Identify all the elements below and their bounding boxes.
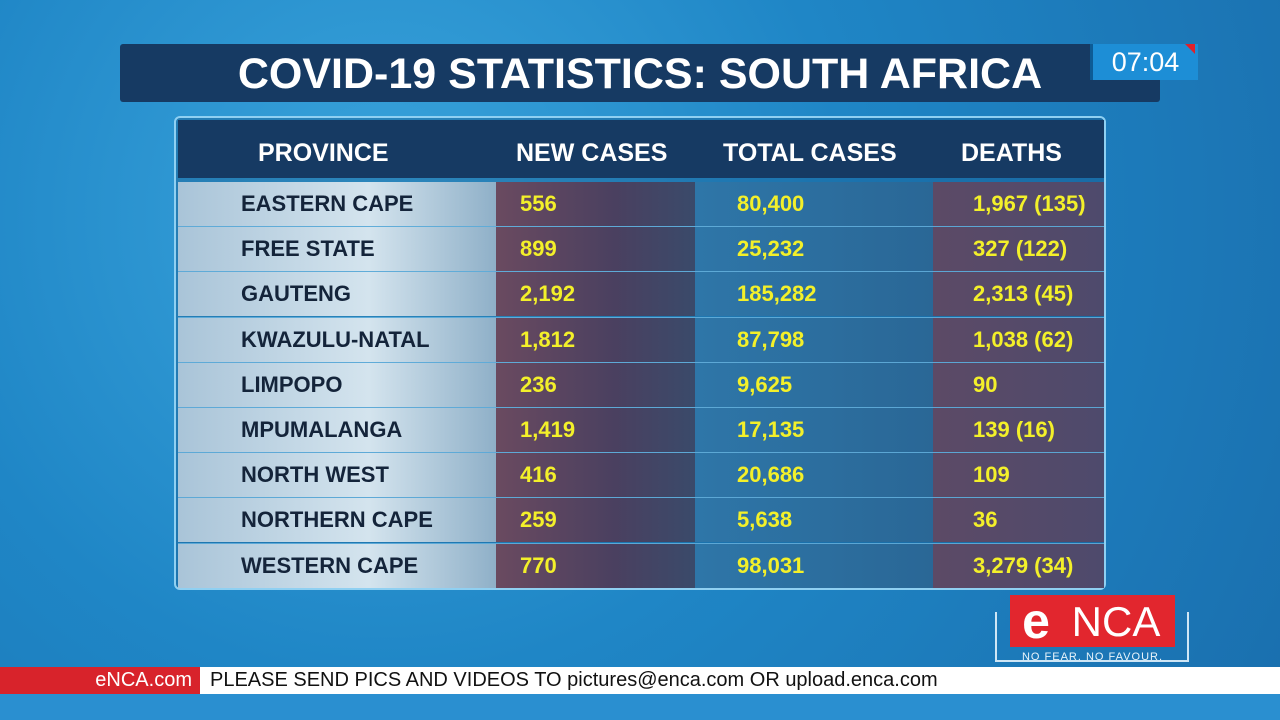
total-cases-cell: 5,638 [695,498,933,543]
deaths-cell: 2,313 (45) [933,272,1104,317]
clock-corner [1185,44,1195,54]
new-cases-cell: 2,192 [496,272,695,317]
column-header: PROVINCE [258,139,389,167]
header-row [178,120,1104,178]
column-header: TOTAL CASES [723,139,897,167]
total-cases-cell: 20,686 [695,453,933,498]
deaths-cell: 109 [933,453,1104,498]
province-cell: GAUTENG [178,272,496,317]
ticker-base [0,694,1280,720]
province-cell: FREE STATE [178,227,496,272]
row-separator [178,452,1104,454]
ticker [0,667,1280,694]
deaths-cell: 1,038 (62) [933,317,1104,362]
row-separator [178,316,1104,318]
new-cases-cell: 236 [496,362,695,407]
new-cases-cell: 259 [496,498,695,543]
total-cases-cell: 9,625 [695,362,933,407]
deaths-cell: 3,279 (34) [933,543,1104,588]
new-cases-cell: 899 [496,227,695,272]
deaths-cell: 36 [933,498,1104,543]
new-cases-cell: 1,812 [496,317,695,362]
total-cases-cell: 98,031 [695,543,933,588]
new-cases-cell: 556 [496,182,695,226]
deaths-cell: 139 (16) [933,408,1104,452]
logo-frame [995,612,1189,662]
total-cases-cell: 80,400 [695,182,933,226]
title-bar [120,44,1160,102]
new-cases-cell: 770 [496,543,695,588]
logo-name: NCA [1071,598,1161,645]
province-cell: NORTH WEST [178,453,496,498]
deaths-cell: 1,967 (135) [933,182,1104,226]
total-cases-cell: 87,798 [695,317,933,362]
row-separator [178,497,1104,499]
new-cases-cell: 416 [496,453,695,498]
column-header: NEW CASES [516,139,668,167]
total-cases-cell: 185,282 [695,272,933,317]
new-cases-cell: 1,419 [496,408,695,452]
ticker-source: eNCA.com [0,667,200,694]
clock: 07:04 [1090,44,1198,80]
province-cell: EASTERN CAPE [178,182,496,226]
row-separator [178,226,1104,228]
province-cell: LIMPOPO [178,362,496,407]
column-header: DEATHS [961,139,1062,167]
province-cell: KWAZULU-NATAL [178,317,496,362]
logo-mark: e [1022,593,1050,649]
row-separator [178,542,1104,544]
ticker-message: PLEASE SEND PICS AND VIDEOS TO pictures@… [210,669,938,691]
province-cell: WESTERN CAPE [178,543,496,588]
province-cell: MPUMALANGA [178,408,496,452]
logo [1010,595,1175,647]
deaths-cell: 90 [933,362,1104,407]
total-cases-cell: 17,135 [695,408,933,452]
logo-tagline: NO FEAR. NO FAVOUR. [1021,651,1164,663]
row-separator [178,361,1104,363]
deaths-cell: 327 (122) [933,227,1104,272]
total-cases-cell: 25,232 [695,227,933,272]
row-separator [178,271,1104,273]
row-separator [178,407,1104,408]
title: COVID-19 STATISTICS: SOUTH AFRICA [237,50,1043,98]
province-cell: NORTHERN CAPE [178,498,496,543]
